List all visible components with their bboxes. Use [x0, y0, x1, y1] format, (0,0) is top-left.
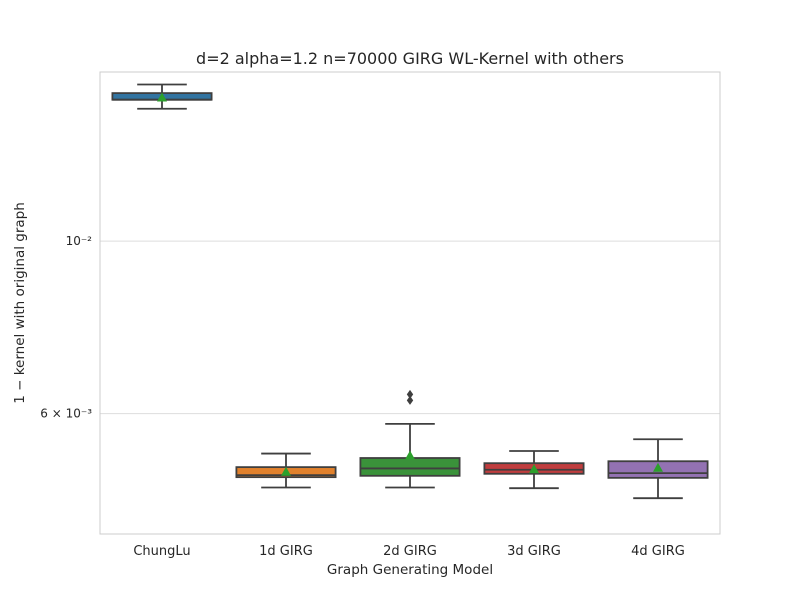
x-tick-label: 1d GIRG	[259, 544, 313, 559]
x-tick-label: 2d GIRG	[383, 544, 437, 559]
x-axis-label: Graph Generating Model	[327, 562, 493, 578]
mean-marker	[653, 462, 663, 472]
outlier-marker	[406, 395, 414, 405]
chart-title: d=2 alpha=1.2 n=70000 GIRG WL-Kernel wit…	[196, 49, 624, 68]
mean-marker	[157, 92, 167, 102]
box-plots	[111, 83, 709, 500]
box-4	[607, 438, 709, 500]
y-axis-label: 1 − kernel with original graph	[12, 202, 28, 404]
x-tick-label: 4d GIRG	[631, 544, 685, 559]
outlier-marker	[406, 389, 414, 399]
box-2	[359, 389, 461, 489]
box-1	[235, 452, 337, 489]
plot-frame	[99, 71, 721, 535]
box-0	[111, 83, 213, 110]
box-3	[483, 450, 585, 490]
mean-marker	[281, 466, 291, 476]
x-tick-label: ChungLu	[133, 544, 190, 559]
iqr-box	[359, 457, 461, 477]
y-tick-labels: 10⁻² 6 × 10⁻³	[40, 234, 92, 420]
mean-marker	[405, 450, 415, 460]
mean-marker	[529, 464, 539, 474]
y-tick-label: 10⁻²	[66, 234, 93, 248]
y-tick-label: 6 × 10⁻³	[40, 407, 92, 421]
grid-lines	[100, 240, 720, 415]
x-tick-labels: ChungLu 1d GIRG 2d GIRG 3d GIRG 4d GIRG	[133, 544, 684, 559]
x-tick-label: 3d GIRG	[507, 544, 561, 559]
